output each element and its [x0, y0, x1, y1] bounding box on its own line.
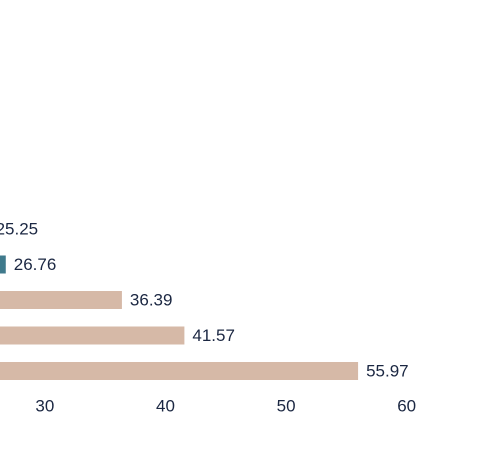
- x-tick-label: 30: [35, 396, 54, 415]
- value-label: 36.39: [130, 290, 173, 309]
- x-tick-label: 40: [156, 396, 175, 415]
- value-label: 26.76: [14, 255, 57, 274]
- bar: [0, 362, 359, 380]
- bar: [0, 291, 122, 309]
- value-label: 55.97: [366, 361, 409, 380]
- x-tick-label: 60: [397, 396, 416, 415]
- value-label: 25.25: [0, 219, 38, 238]
- value-label: 41.57: [192, 326, 235, 345]
- bar: [0, 326, 185, 345]
- bar: [0, 255, 6, 274]
- x-tick-label: 50: [277, 396, 296, 415]
